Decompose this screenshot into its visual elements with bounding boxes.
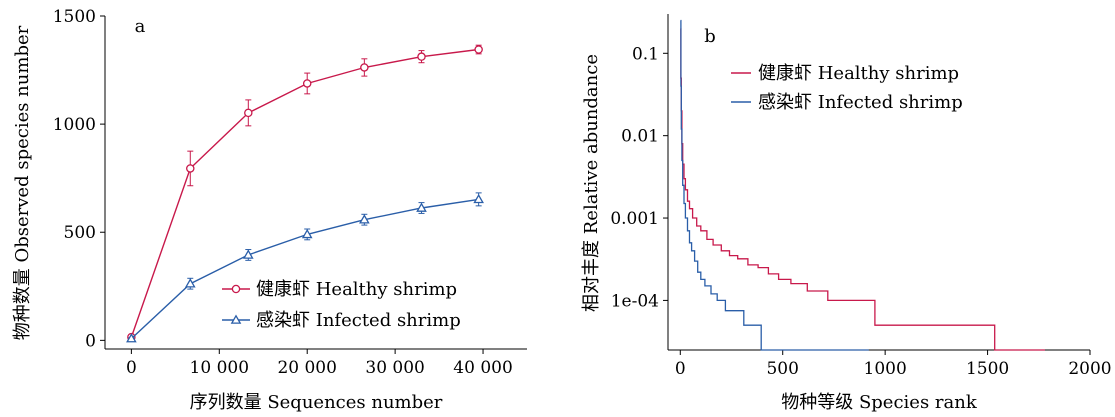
x-tick-label: 1500	[966, 359, 1009, 379]
y-tick-label: 0.1	[632, 44, 659, 64]
y-tick-label: 0	[85, 331, 96, 351]
y-tick-label: 0.001	[610, 209, 659, 229]
panel-a: 0 10 000 20 000 30 000 40 000 0 500 1000 1500 a 序列…	[12, 7, 527, 413]
legend-marker	[231, 284, 241, 294]
data-point	[184, 278, 196, 288]
data-point	[473, 193, 484, 204]
x-tick-label: 40 000	[453, 358, 512, 378]
data-point	[360, 63, 369, 72]
x-tick-label: 10 000	[190, 358, 249, 378]
legend-label-infected: 感染虾 Infected shrimp	[256, 310, 461, 331]
x-tick-label: 500	[766, 359, 798, 379]
data-point	[242, 249, 254, 259]
y-tick-label: 500	[64, 223, 96, 243]
x-tick-label: 1000	[864, 359, 907, 379]
panel-label-a: a	[135, 16, 146, 37]
data-point	[244, 108, 253, 118]
data-point	[417, 52, 426, 61]
legend-label-healthy: 健康虾 Healthy shrimp	[758, 63, 959, 84]
data-point	[186, 164, 195, 173]
x-tick-label: 30 000	[365, 358, 424, 378]
data-point	[301, 228, 313, 239]
series-line-healthy	[680, 27, 1045, 351]
legend-marker	[230, 314, 242, 324]
data-point	[126, 333, 137, 343]
legend-label-infected: 感染虾 Infected shrimp	[758, 92, 963, 113]
y-axis-title: 相对丰度 Relative abundance	[581, 54, 602, 312]
x-tick-label: 0	[675, 359, 686, 379]
series-line-infected	[680, 19, 869, 351]
x-tick-label: 20 000	[277, 358, 336, 378]
x-axis-title: 物种等级 Species rank	[781, 392, 978, 413]
x-tick-label: 0	[126, 358, 137, 378]
y-tick-label: 1000	[53, 115, 96, 135]
data-point	[359, 214, 370, 224]
x-tick-label: 2000	[1068, 359, 1111, 379]
panel-b: 0 500 1000 1500 2000 0.1 0.01 0.001 1e-04 b 物种等级 S…	[581, 14, 1112, 413]
data-point	[474, 45, 483, 54]
x-axis-title: 序列数量 Sequences number	[190, 392, 443, 413]
y-tick-label: 0.01	[621, 127, 659, 147]
data-point	[302, 79, 312, 88]
panel-label-b: b	[704, 26, 716, 47]
y-tick-label: 1500	[53, 7, 96, 27]
y-tick-label: 1e-04	[611, 291, 659, 311]
y-axis-title: 物种数量 Observed species number	[12, 25, 33, 340]
data-point	[416, 202, 427, 212]
legend-label-healthy: 健康虾 Healthy shrimp	[256, 279, 457, 300]
